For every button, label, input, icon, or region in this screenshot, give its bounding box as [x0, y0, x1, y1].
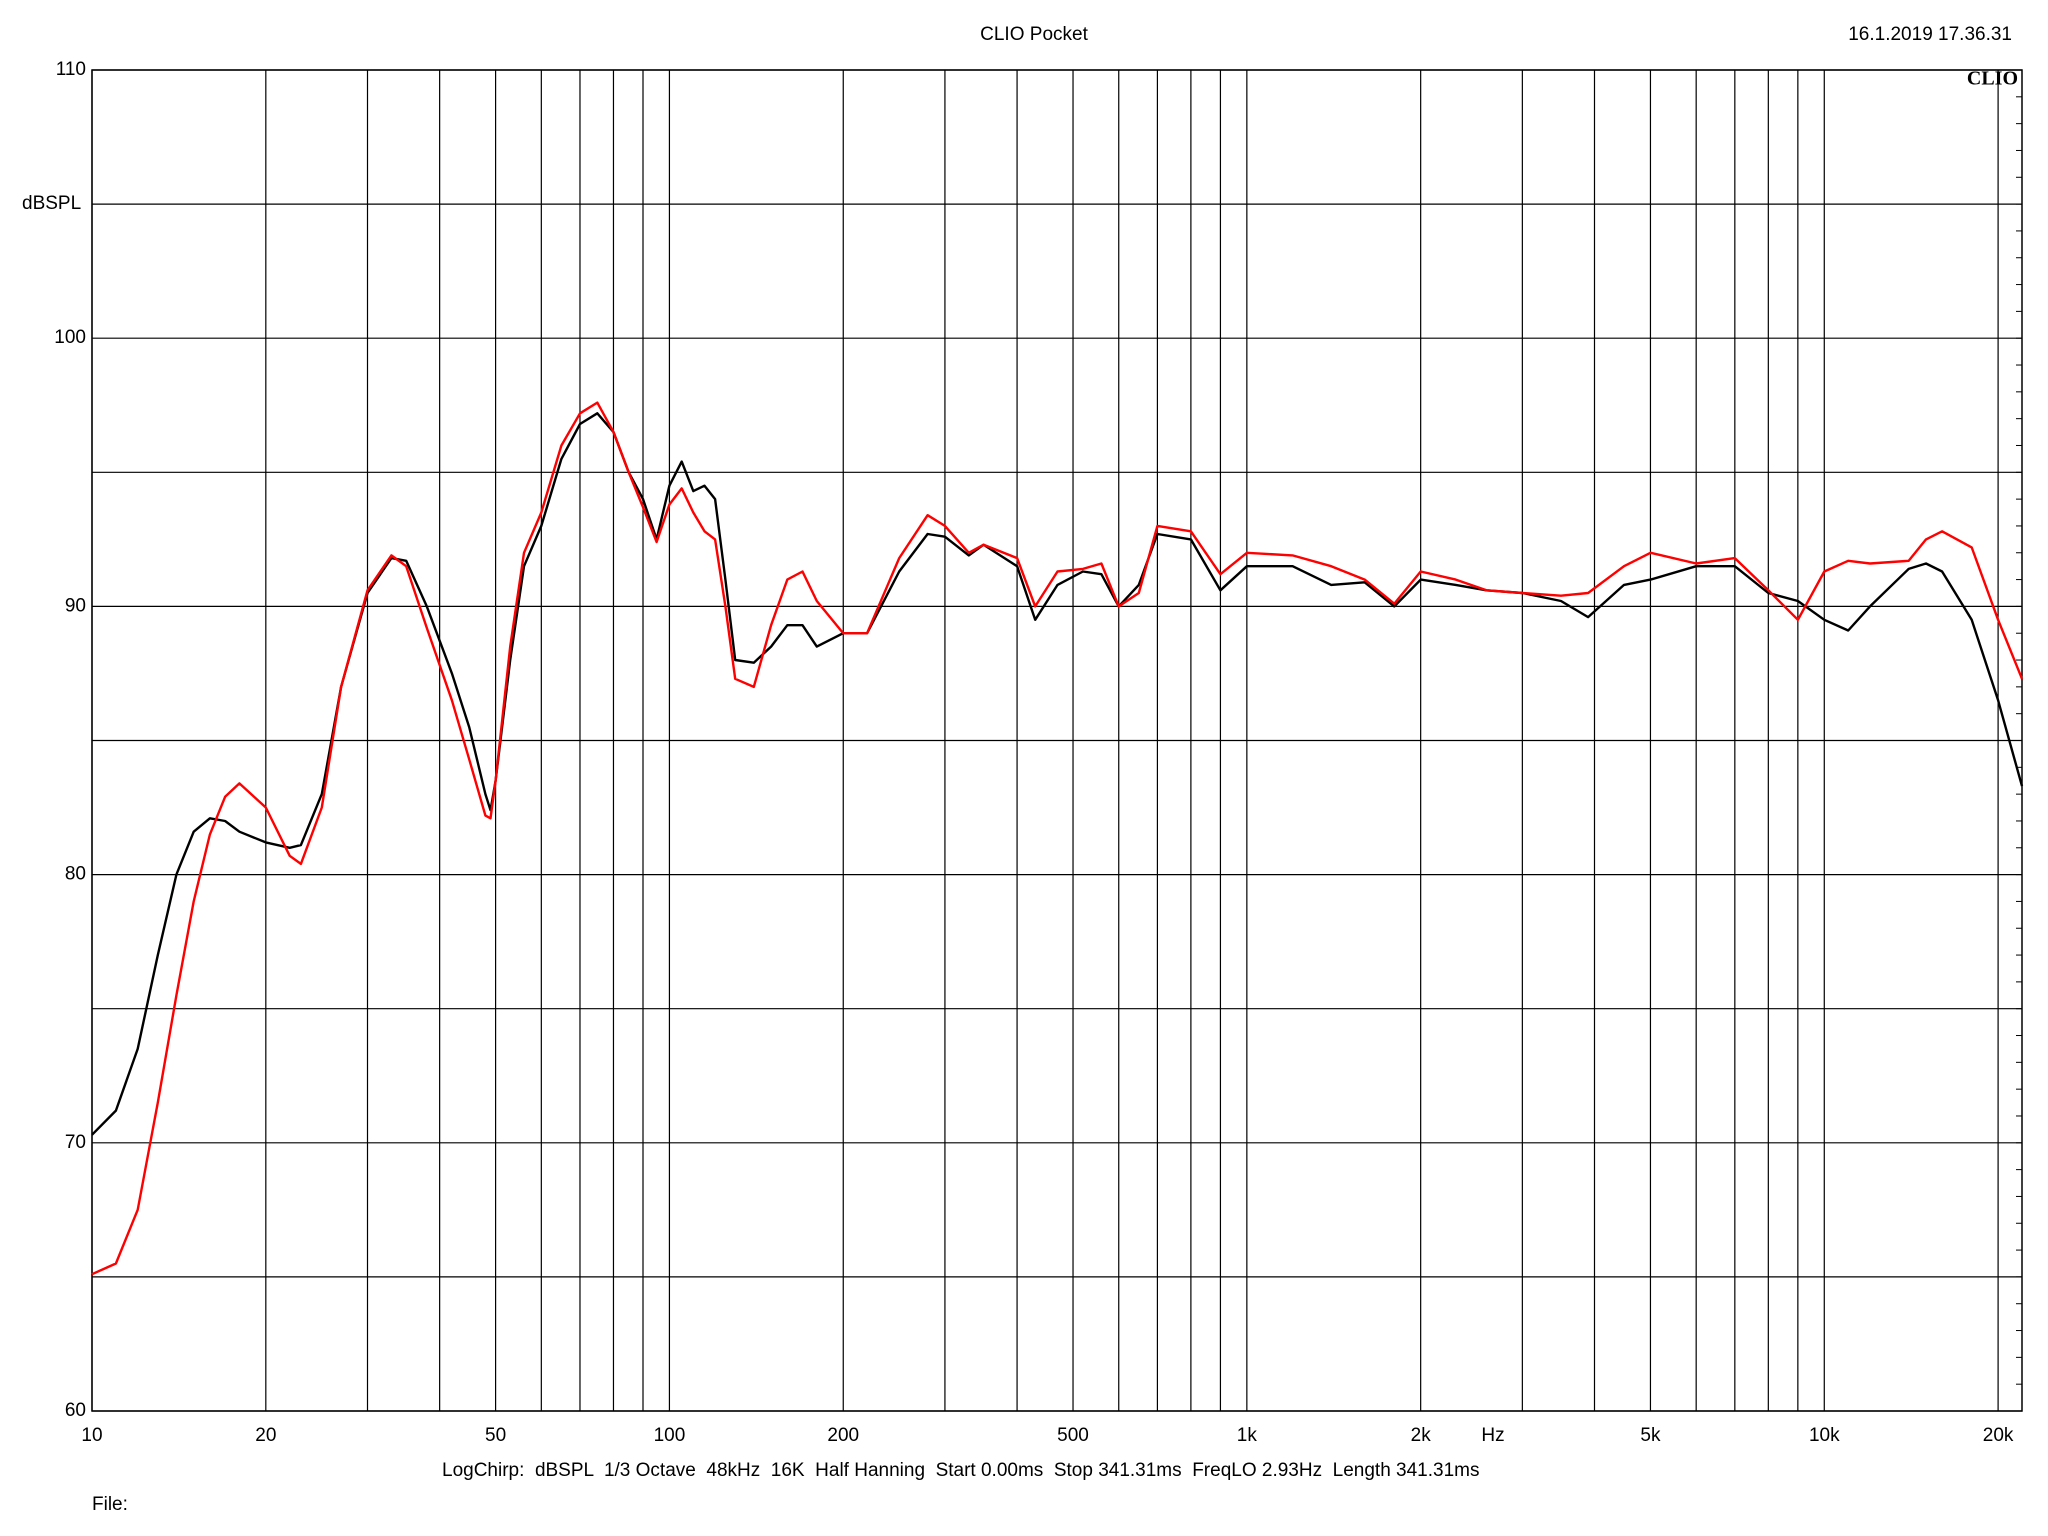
- chart-title: CLIO Pocket: [980, 24, 1088, 45]
- x-tick-label: 2k: [1411, 1425, 1432, 1446]
- x-tick-label: 10: [81, 1425, 102, 1446]
- y-tick-label: 60: [65, 1400, 86, 1421]
- series-line: [91, 412, 2024, 1136]
- x-tick-label: 500: [1057, 1425, 1089, 1446]
- x-tick-label: 1k: [1237, 1425, 1258, 1446]
- x-tick-label: 100: [654, 1425, 686, 1446]
- y-tick-label: 70: [65, 1132, 86, 1153]
- logo: CLIO: [1967, 68, 2018, 90]
- x-tick-label: 20k: [1983, 1425, 2014, 1446]
- y-tick-label: 90: [65, 595, 86, 616]
- x-tick-label: 20: [255, 1425, 276, 1446]
- x-tick-label: 10k: [1809, 1425, 1840, 1446]
- y-axis-label: dBSPL: [22, 193, 81, 214]
- x-tick-label: 50: [485, 1425, 506, 1446]
- x-tick-label: 200: [827, 1425, 859, 1446]
- series-line: [91, 401, 2024, 1276]
- file-label: File:: [92, 1494, 128, 1515]
- x-axis-label: Hz: [1481, 1425, 1504, 1446]
- y-tick-label: 80: [65, 864, 86, 885]
- x-tick-label: 5k: [1640, 1425, 1661, 1446]
- footer: LogChirp: dBSPL 1/3 Octave 48kHz 16K Hal…: [442, 1460, 1479, 1481]
- y-tick-label: 110: [56, 59, 86, 80]
- timestamp: 16.1.2019 17.36.31: [1848, 24, 2012, 45]
- y-tick-label: 100: [54, 327, 86, 348]
